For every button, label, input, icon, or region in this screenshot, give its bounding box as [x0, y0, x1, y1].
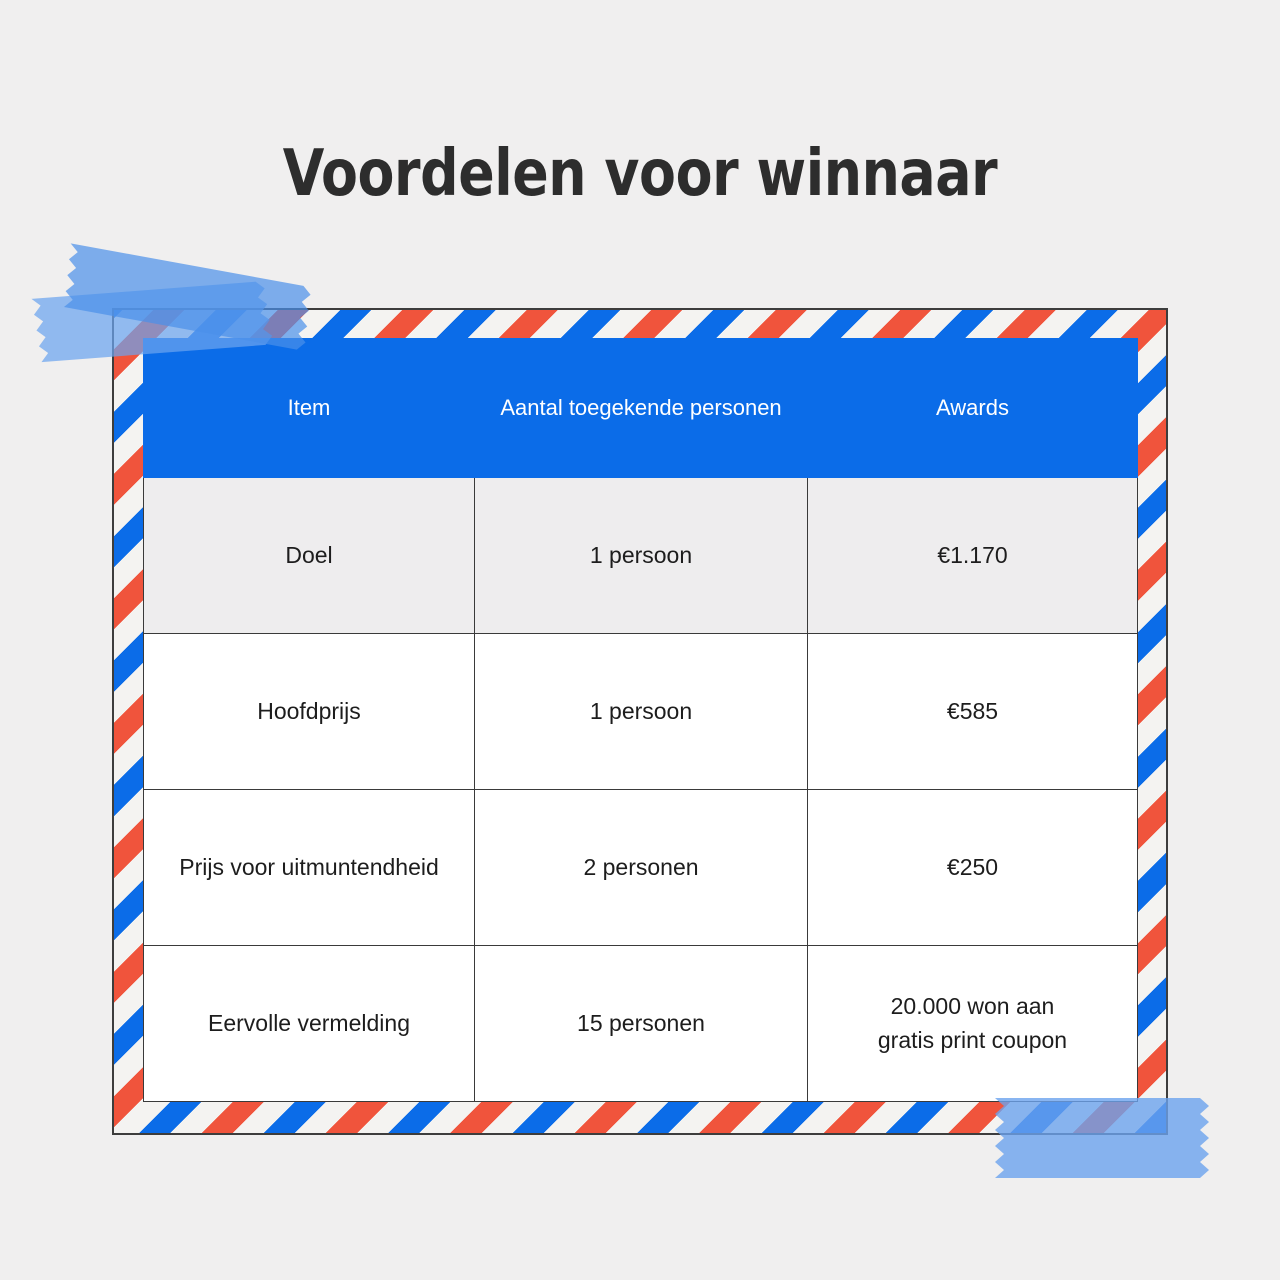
column-header-awards: Awards	[807, 338, 1138, 478]
cell-item: Hoofdprijs	[143, 633, 475, 790]
cell-item: Doel	[143, 477, 475, 634]
cell-people: 15 personen	[474, 945, 808, 1102]
cell-award: €1.170	[807, 477, 1138, 634]
table-row: Prijs voor uitmuntendheid 2 personen €25…	[143, 789, 1138, 946]
cell-people: 1 persoon	[474, 477, 808, 634]
cell-item: Eervolle vermelding	[143, 945, 475, 1102]
column-header-people: Aantal toegekende personen	[474, 338, 808, 478]
cell-award: €250	[807, 789, 1138, 946]
cell-award: 20.000 won aan gratis print coupon	[807, 945, 1138, 1102]
table-row: Hoofdprijs 1 persoon €585	[143, 633, 1138, 790]
page-title: Voordelen voor winnaar	[282, 137, 998, 211]
cell-award-line-2: gratis print coupon	[877, 1026, 1068, 1053]
table-row: Eervolle vermelding 15 personen 20.000 w…	[143, 945, 1138, 1102]
column-header-item: Item	[143, 338, 475, 478]
benefits-table: Item Aantal toegekende personen Awards D…	[143, 338, 1138, 1102]
cell-item: Prijs voor uitmuntendheid	[143, 789, 475, 946]
cell-award: €585	[807, 633, 1138, 790]
cell-award-line-1: 20.000 won aan	[890, 993, 1055, 1020]
table-header-row: Item Aantal toegekende personen Awards	[143, 338, 1138, 478]
table-row: Doel 1 persoon €1.170	[143, 477, 1138, 634]
cell-people: 1 persoon	[474, 633, 808, 790]
cell-people: 2 personen	[474, 789, 808, 946]
